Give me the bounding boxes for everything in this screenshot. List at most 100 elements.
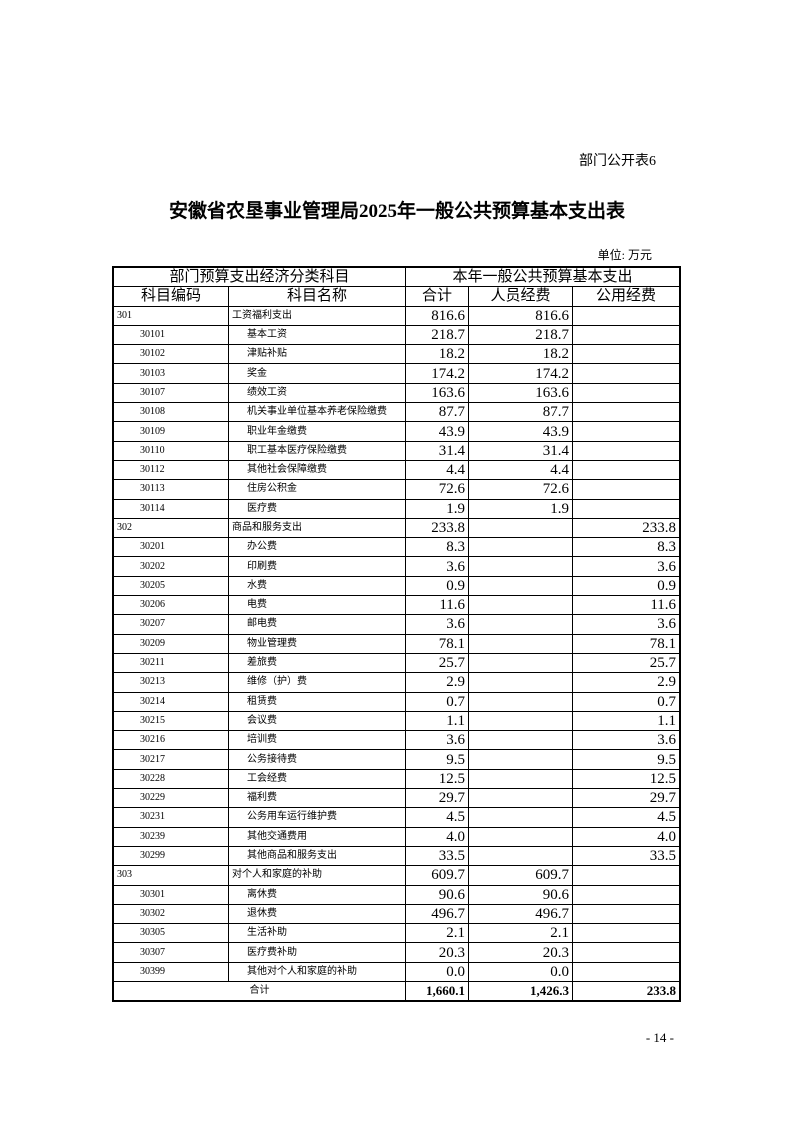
cell-total: 2.1: [405, 923, 470, 944]
cell-public: 25.7: [572, 652, 681, 674]
cell-code: 302: [113, 517, 229, 539]
cell-personnel: [468, 556, 574, 577]
cell-personnel: 87.7: [468, 402, 574, 423]
cell-total: 609.7: [405, 865, 470, 886]
cell-total: 1.9: [405, 498, 470, 519]
header-group-right: 本年一般公共预算基本支出: [405, 266, 681, 288]
cell-personnel: [468, 537, 574, 558]
table-row: 303 对个人和家庭的补助 609.7 609.7: [113, 865, 681, 886]
table-row: 30107 绩效工资 163.6 163.6: [113, 382, 681, 404]
table-row: 30201 办公费 8.3 8.3: [113, 537, 681, 558]
table-row: 30205 水费 0.9 0.9: [113, 575, 681, 597]
cell-code: 30307: [113, 942, 229, 963]
cell-total: 20.3: [405, 942, 470, 963]
table-row: 30307 医疗费补助 20.3 20.3: [113, 942, 681, 963]
cell-total: 163.6: [405, 382, 470, 404]
cell-personnel: 174.2: [468, 363, 574, 384]
cell-total: 2.9: [405, 672, 470, 693]
cell-name: 职工基本医疗保险缴费: [227, 440, 407, 461]
cell-code: 30103: [113, 363, 229, 384]
cell-public: 8.3: [572, 537, 681, 558]
cell-name: 生活补助: [227, 923, 407, 944]
cell-name: 离休费: [227, 884, 407, 905]
cell-public: 1.1: [572, 710, 681, 732]
cell-name: 租赁费: [227, 691, 407, 712]
cell-total: 18.2: [405, 344, 470, 365]
cell-code: 30214: [113, 691, 229, 712]
cell-name: 福利费: [227, 788, 407, 809]
cell-name: 其他社会保障缴费: [227, 459, 407, 481]
cell-public: 29.7: [572, 788, 681, 809]
cell-name: 维修（护）费: [227, 672, 407, 693]
unit-label: 单位: 万元: [597, 248, 652, 262]
cell-total: 0.7: [405, 691, 470, 712]
cell-total: 496.7: [405, 903, 470, 925]
cell-total: 816.6: [405, 305, 470, 326]
cell-public: [572, 498, 681, 519]
cell-total: 33.5: [405, 845, 470, 867]
table-row: 30231 公务用车运行维护费 4.5 4.5: [113, 807, 681, 828]
cell-personnel: [468, 807, 574, 828]
cell-code: 30202: [113, 556, 229, 577]
cell-public: 11.6: [572, 595, 681, 616]
cell-code: 30215: [113, 710, 229, 732]
cell-code: 30302: [113, 903, 229, 925]
cell-name: 工资福利支出: [227, 305, 407, 326]
cell-personnel: 31.4: [468, 440, 574, 461]
table-row: 30302 退休费 496.7 496.7: [113, 903, 681, 925]
cell-name: 会议费: [227, 710, 407, 732]
cell-name: 机关事业单位基本养老保险缴费: [227, 402, 407, 423]
header-personnel: 人员经费: [468, 286, 574, 307]
cell-public: [572, 903, 681, 925]
cell-personnel: [468, 595, 574, 616]
cell-total: 9.5: [405, 749, 470, 770]
table-row: 30114 医疗费 1.9 1.9: [113, 498, 681, 519]
cell-public: [572, 402, 681, 423]
cell-personnel: [468, 845, 574, 867]
cell-public: 0.7: [572, 691, 681, 712]
cell-personnel: 90.6: [468, 884, 574, 905]
total-label: 合计: [112, 980, 407, 1002]
cell-public: [572, 884, 681, 905]
table-row: 30217 公务接待费 9.5 9.5: [113, 749, 681, 770]
cell-total: 4.4: [405, 459, 470, 481]
cell-personnel: 1.9: [468, 498, 574, 519]
table-row: 30209 物业管理费 78.1 78.1: [113, 633, 681, 654]
cell-public: [572, 324, 681, 346]
cell-name: 其他交通费用: [227, 826, 407, 847]
cell-name: 职业年金缴费: [227, 421, 407, 442]
cell-public: [572, 363, 681, 384]
cell-public: [572, 382, 681, 404]
cell-total: 29.7: [405, 788, 470, 809]
cell-total: 4.5: [405, 807, 470, 828]
cell-name: 绩效工资: [227, 382, 407, 404]
cell-total: 0.0: [405, 961, 470, 982]
cell-code: 30239: [113, 826, 229, 847]
cell-code: 30216: [113, 730, 229, 751]
cell-name: 其他对个人和家庭的补助: [227, 961, 407, 982]
cell-code: 30231: [113, 807, 229, 828]
header-name: 科目名称: [227, 286, 407, 307]
cell-public: 33.5: [572, 845, 681, 867]
total-public: 233.8: [572, 980, 681, 1002]
cell-personnel: [468, 575, 574, 597]
table-row: 30305 生活补助 2.1 2.1: [113, 923, 681, 944]
cell-total: 4.0: [405, 826, 470, 847]
cell-total: 0.9: [405, 575, 470, 597]
cell-public: 2.9: [572, 672, 681, 693]
cell-public: 9.5: [572, 749, 681, 770]
total-row: 合计 1,660.1 1,426.3 233.8: [112, 980, 681, 1002]
cell-name: 公务用车运行维护费: [227, 807, 407, 828]
cell-code: 301: [113, 305, 229, 326]
cell-code: 30112: [113, 459, 229, 481]
cell-personnel: [468, 730, 574, 751]
cell-public: 12.5: [572, 768, 681, 790]
cell-public: [572, 344, 681, 365]
cell-total: 12.5: [405, 768, 470, 790]
header-total: 合计: [405, 286, 470, 307]
cell-personnel: [468, 691, 574, 712]
cell-total: 90.6: [405, 884, 470, 905]
cell-public: [572, 479, 681, 500]
cell-name: 商品和服务支出: [227, 517, 407, 539]
table-row: 30112 其他社会保障缴费 4.4 4.4: [113, 459, 681, 481]
